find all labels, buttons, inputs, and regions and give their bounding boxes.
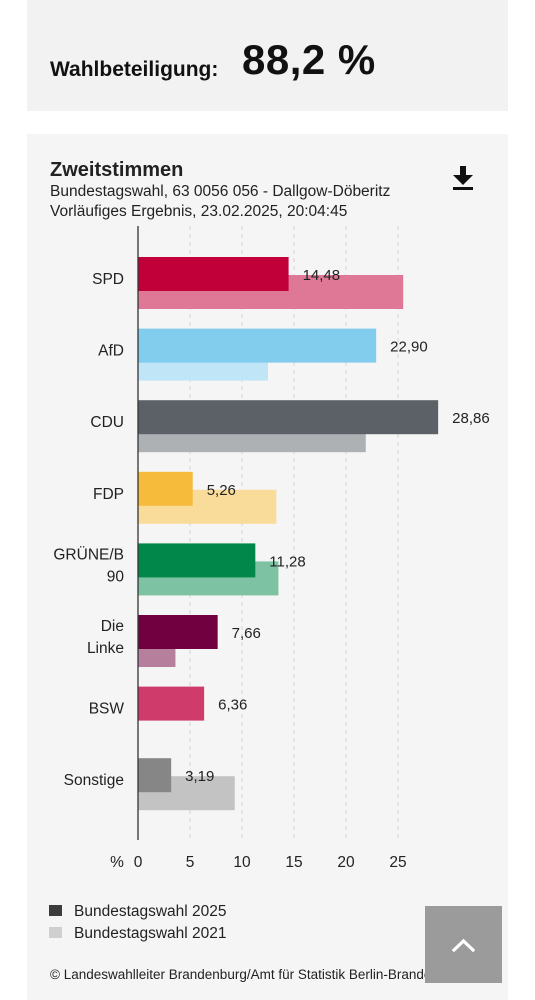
- chart-title: Zweitstimmen: [50, 159, 184, 181]
- chevron-up-icon: [451, 938, 476, 953]
- chart-status: Vorläufiges Ergebnis, 23.02.2025, 20:04:…: [50, 203, 348, 220]
- data-label: 22,90: [390, 339, 428, 356]
- category-label: BSW: [89, 701, 125, 718]
- bar-2025: [138, 328, 377, 363]
- legend-item-2025: Bundestagswahl 2025: [49, 903, 227, 921]
- turnout-card: Wahlbeteiligung: 88,2 %: [27, 0, 508, 111]
- data-label: 3,19: [185, 768, 214, 785]
- data-label: 28,86: [452, 410, 490, 427]
- category-label: Sonstige: [64, 772, 124, 789]
- chart-card: Zweitstimmen Bundestagswahl, 63 0056 056…: [27, 134, 508, 1000]
- legend-label-2025: Bundestagswahl 2025: [74, 903, 227, 920]
- legend-swatch-2025: [49, 905, 62, 917]
- category-label: 90: [107, 568, 125, 585]
- turnout-label: Wahlbeteiligung:: [50, 58, 219, 81]
- bar-2025: [138, 471, 193, 506]
- download-button[interactable]: [450, 164, 476, 192]
- scroll-to-top-button[interactable]: [425, 906, 502, 983]
- bar-2025: [138, 615, 218, 649]
- chart-subtitle: Bundestagswahl, 63 0056 056 - Dallgow-Dö…: [50, 183, 391, 200]
- legend-item-2021: Bundestagswahl 2021: [49, 925, 227, 943]
- footer-credit: © Landeswahlleiter Brandenburg/Amt für S…: [50, 967, 466, 982]
- category-label: Die: [101, 618, 124, 635]
- bar-2025: [138, 257, 289, 291]
- data-label: 6,36: [218, 697, 247, 714]
- x-tick-label: 20: [337, 854, 355, 871]
- category-label: AfD: [98, 343, 124, 360]
- data-label: 7,66: [232, 625, 261, 642]
- x-tick-label: 15: [285, 854, 302, 871]
- x-tick-label: 10: [233, 854, 251, 871]
- bar-2025: [138, 543, 256, 578]
- bar-2025: [138, 758, 172, 793]
- x-tick-label: 0: [134, 854, 143, 871]
- category-label: Linke: [87, 640, 124, 657]
- data-label: 11,28: [269, 553, 305, 570]
- download-icon: [453, 166, 473, 190]
- data-label: 5,26: [207, 482, 236, 499]
- bar-2025: [138, 400, 439, 435]
- category-label: SPD: [92, 271, 124, 288]
- bar-chart: 14,48 SPD 22,90 AfD 28,86 CDU 5,26 FDP 11,28 GRÜN…: [53, 226, 490, 871]
- x-tick-label: 25: [389, 854, 406, 871]
- turnout-value: 88,2 %: [242, 36, 376, 83]
- legend-label-2021: Bundestagswahl 2021: [74, 925, 227, 942]
- category-label: CDU: [90, 414, 124, 431]
- category-label: FDP: [93, 486, 124, 503]
- x-tick-label: 5: [186, 854, 195, 871]
- legend-swatch-2021: [49, 927, 62, 939]
- data-label: 14,48: [303, 267, 341, 284]
- bar-2025: [138, 686, 205, 721]
- x-unit-label: %: [110, 854, 124, 871]
- category-label: GRÜNE/B: [53, 545, 124, 563]
